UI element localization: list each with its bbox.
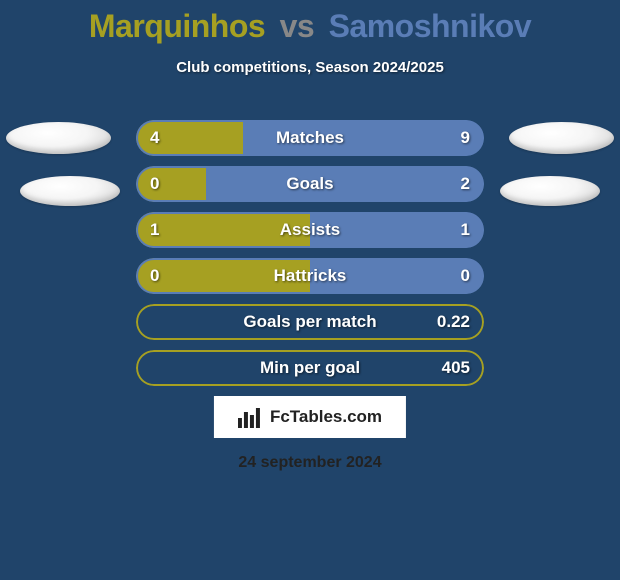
stats-rows: 4 Matches 9 0 Goals 2 1 Assists 1 0 Hattricks 0 Goal… <box>136 120 484 396</box>
subtitle: Club competitions, Season 2024/2025 <box>0 59 620 76</box>
comparison-card: Marquinhos vs Samoshnikov Club competiti… <box>0 0 620 580</box>
stat-row: 0 Hattricks 0 <box>136 258 484 294</box>
date-label: 24 september 2024 <box>238 454 381 472</box>
stat-left-value: 4 <box>150 128 159 148</box>
stat-left-value: 1 <box>150 220 159 240</box>
logo-text: FcTables.com <box>270 407 382 427</box>
stat-row: Goals per match 0.22 <box>136 304 484 340</box>
stat-label: Assists <box>280 220 340 240</box>
stat-row: Min per goal 405 <box>136 350 484 386</box>
page-title: Marquinhos vs Samoshnikov <box>0 0 620 45</box>
player2-team-placeholder <box>500 176 600 206</box>
stat-bar-right <box>206 166 484 202</box>
stat-right-value: 2 <box>461 174 470 194</box>
player2-name: Samoshnikov <box>329 8 532 44</box>
chart-bars-icon <box>238 406 262 428</box>
stat-label: Matches <box>276 128 344 148</box>
player1-name: Marquinhos <box>89 8 265 44</box>
stat-label: Min per goal <box>260 358 360 378</box>
stat-right-value: 405 <box>442 358 470 378</box>
stat-label: Goals <box>286 174 333 194</box>
stat-label: Hattricks <box>274 266 347 286</box>
vs-separator: vs <box>274 8 321 44</box>
stat-label: Goals per match <box>243 312 376 332</box>
stat-right-value: 9 <box>461 128 470 148</box>
source-logo: FcTables.com <box>214 396 406 438</box>
stat-row: 4 Matches 9 <box>136 120 484 156</box>
stat-left-value: 0 <box>150 174 159 194</box>
stat-right-value: 0.22 <box>437 312 470 332</box>
stat-bar-left <box>136 166 206 202</box>
stat-row: 0 Goals 2 <box>136 166 484 202</box>
player1-photo-placeholder <box>6 122 111 154</box>
player1-team-placeholder <box>20 176 120 206</box>
stat-row: 1 Assists 1 <box>136 212 484 248</box>
stat-right-value: 1 <box>461 220 470 240</box>
player2-photo-placeholder <box>509 122 614 154</box>
stat-left-value: 0 <box>150 266 159 286</box>
stat-right-value: 0 <box>461 266 470 286</box>
